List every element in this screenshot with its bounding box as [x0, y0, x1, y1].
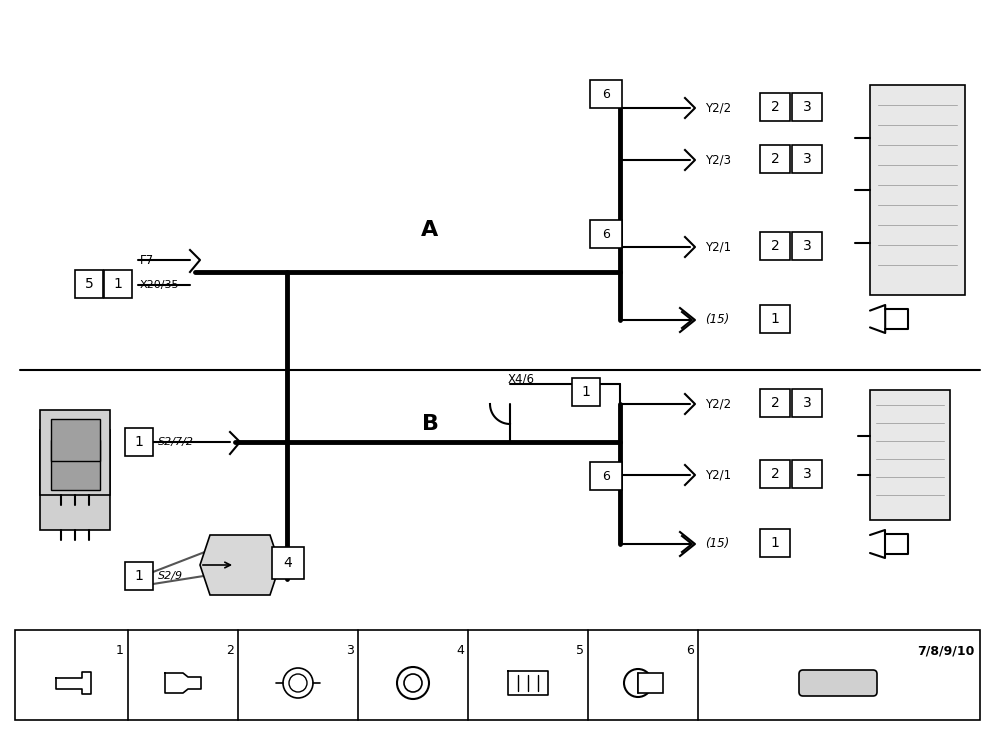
Text: Y2/3: Y2/3 [705, 153, 731, 167]
Text: 5: 5 [576, 644, 584, 657]
Text: 2: 2 [771, 396, 779, 410]
Text: S2/9: S2/9 [158, 571, 183, 581]
Text: 5: 5 [85, 277, 93, 291]
Text: 1: 1 [771, 312, 779, 326]
FancyBboxPatch shape [760, 389, 790, 417]
Text: X4/6: X4/6 [508, 373, 535, 385]
Text: 3: 3 [803, 152, 811, 166]
FancyBboxPatch shape [792, 93, 822, 121]
FancyBboxPatch shape [104, 270, 132, 298]
Text: A: A [421, 220, 439, 240]
Text: 2: 2 [771, 239, 779, 253]
FancyBboxPatch shape [870, 390, 950, 520]
FancyBboxPatch shape [40, 410, 110, 495]
Text: 2: 2 [771, 152, 779, 166]
Text: (15): (15) [705, 537, 729, 551]
Text: 1: 1 [771, 536, 779, 550]
FancyBboxPatch shape [40, 430, 110, 530]
Text: 1: 1 [114, 277, 122, 291]
Text: B: B [422, 414, 438, 434]
Text: 6: 6 [602, 469, 610, 483]
Text: Y2/2: Y2/2 [705, 101, 731, 115]
Text: 1: 1 [582, 385, 590, 399]
FancyBboxPatch shape [272, 547, 304, 579]
FancyBboxPatch shape [799, 670, 877, 696]
Text: 3: 3 [803, 396, 811, 410]
FancyBboxPatch shape [590, 80, 622, 108]
Text: 6: 6 [686, 644, 694, 657]
Text: 3: 3 [803, 467, 811, 481]
FancyBboxPatch shape [760, 529, 790, 557]
FancyBboxPatch shape [75, 270, 103, 298]
Text: 3: 3 [803, 239, 811, 253]
Text: Y2/1: Y2/1 [705, 469, 731, 481]
FancyBboxPatch shape [760, 460, 790, 488]
Text: X20/35: X20/35 [140, 280, 180, 290]
FancyBboxPatch shape [590, 462, 622, 490]
Polygon shape [200, 535, 280, 595]
Text: 2: 2 [771, 467, 779, 481]
FancyBboxPatch shape [125, 562, 153, 590]
Text: Y2/1: Y2/1 [705, 240, 731, 254]
Text: 6: 6 [602, 228, 610, 240]
Text: S2/7/2: S2/7/2 [158, 437, 194, 447]
Text: 4: 4 [456, 644, 464, 657]
Text: 4: 4 [284, 556, 292, 570]
FancyBboxPatch shape [792, 389, 822, 417]
FancyBboxPatch shape [50, 440, 100, 490]
Text: (15): (15) [705, 313, 729, 327]
FancyBboxPatch shape [638, 673, 663, 693]
Text: 1: 1 [135, 435, 143, 449]
FancyBboxPatch shape [760, 232, 790, 260]
FancyBboxPatch shape [870, 85, 965, 295]
FancyBboxPatch shape [760, 305, 790, 333]
Text: Y2/2: Y2/2 [705, 397, 731, 411]
Text: F7: F7 [140, 254, 154, 266]
Text: 2: 2 [771, 100, 779, 114]
Text: 2: 2 [226, 644, 234, 657]
FancyBboxPatch shape [50, 418, 100, 461]
Text: 1: 1 [135, 569, 143, 583]
Text: 1: 1 [116, 644, 124, 657]
Text: 3: 3 [803, 100, 811, 114]
FancyBboxPatch shape [572, 378, 600, 406]
FancyBboxPatch shape [760, 145, 790, 173]
FancyBboxPatch shape [760, 93, 790, 121]
FancyBboxPatch shape [792, 145, 822, 173]
FancyBboxPatch shape [792, 460, 822, 488]
Text: 6: 6 [602, 88, 610, 100]
Text: 7/8/9/10: 7/8/9/10 [917, 644, 974, 657]
FancyBboxPatch shape [125, 428, 153, 456]
FancyBboxPatch shape [792, 232, 822, 260]
FancyBboxPatch shape [15, 630, 980, 720]
FancyBboxPatch shape [590, 220, 622, 248]
Text: 3: 3 [346, 644, 354, 657]
